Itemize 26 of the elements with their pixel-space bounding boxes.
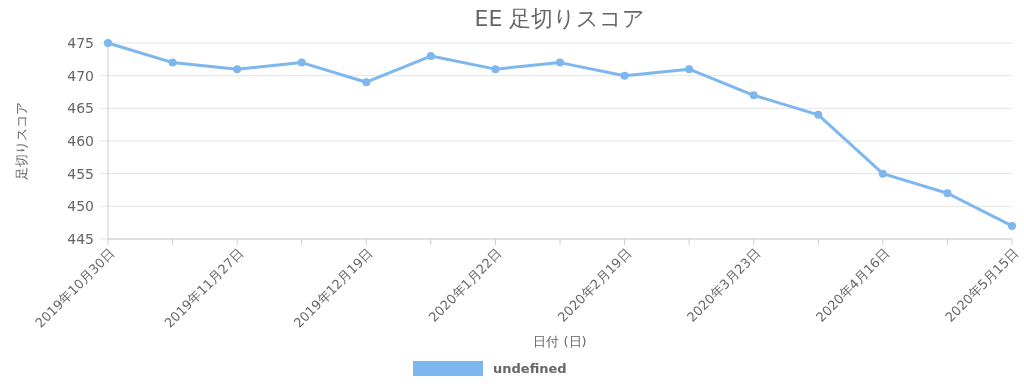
- point: [491, 65, 500, 74]
- point: [426, 52, 435, 61]
- point: [104, 39, 112, 47]
- y-tick-label: 470: [67, 67, 94, 84]
- y-tick-label: 445: [67, 230, 94, 247]
- point: [943, 189, 952, 198]
- chart-title: EE 足切りスコア: [474, 6, 646, 31]
- point: [362, 78, 371, 87]
- text: undefined: [493, 361, 567, 377]
- point: [556, 58, 564, 67]
- point: [749, 91, 758, 100]
- point: [620, 71, 629, 80]
- point: [878, 169, 887, 178]
- y-tick-label: 450: [67, 198, 94, 215]
- y-tick-label: 460: [67, 132, 94, 149]
- point: [814, 110, 823, 119]
- point: [685, 65, 694, 74]
- y-tick-label: 465: [67, 100, 94, 117]
- y-tick-label: 455: [67, 165, 94, 182]
- point: [168, 58, 177, 67]
- point: [297, 58, 306, 67]
- x-axis-title: 日付 (日): [533, 334, 587, 349]
- y-axis-title: 足切りスコア: [14, 102, 29, 180]
- point: [1008, 221, 1016, 230]
- y-tick-label: 475: [67, 34, 94, 51]
- point: [233, 65, 242, 74]
